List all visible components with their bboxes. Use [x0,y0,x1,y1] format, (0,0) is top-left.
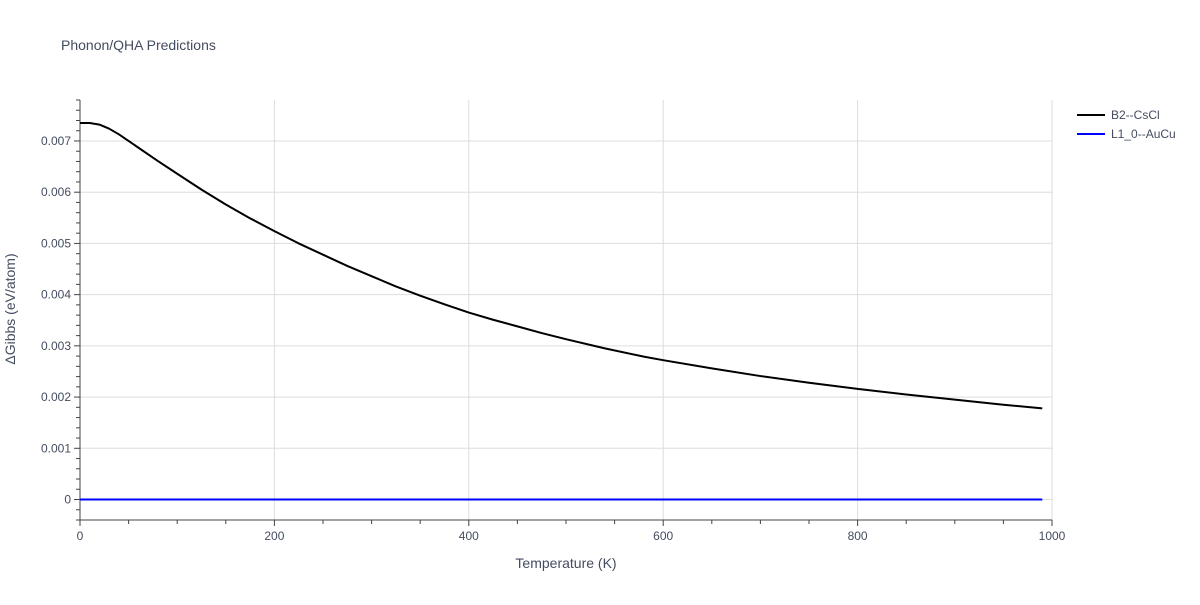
legend-item-2[interactable]: L1_0--AuCu [1077,127,1176,141]
x-tick-label: 200 [264,529,284,543]
legend[interactable]: B2--CsCl L1_0--AuCu [1077,108,1176,141]
legend-label: B2--CsCl [1111,108,1160,122]
y-tick-label: 0.005 [41,236,71,250]
x-tick-label: 400 [459,529,479,543]
legend-item-1[interactable]: B2--CsCl [1077,108,1160,122]
chart-title: Phonon/QHA Predictions [61,37,216,53]
y-tick-label: 0.001 [41,441,71,455]
y-tick-label: 0.006 [41,185,71,199]
x-tick-label: 800 [848,529,868,543]
x-tick-label: 600 [653,529,673,543]
y-tick-label: 0 [64,493,71,507]
series-line-1 [80,122,1043,410]
x-tick-label: 1000 [1039,529,1066,543]
y-tick-label: 0.007 [41,134,71,148]
y-tick-label: 0.003 [41,339,71,353]
y-tick-label: 0.002 [41,390,71,404]
axes: 0 200 400 600 800 1000 0 0.001 0.002 0.003 0.004 0.… [41,99,1066,543]
legend-label: L1_0--AuCu [1111,127,1176,141]
grid [80,100,1053,520]
y-axis-label: ΔGibbs (eV/atom) [2,253,18,364]
x-axis-label: Temperature (K) [515,555,616,571]
plot-area [80,122,1043,501]
y-tick-label: 0.004 [41,288,71,302]
x-tick-label: 0 [77,529,84,543]
